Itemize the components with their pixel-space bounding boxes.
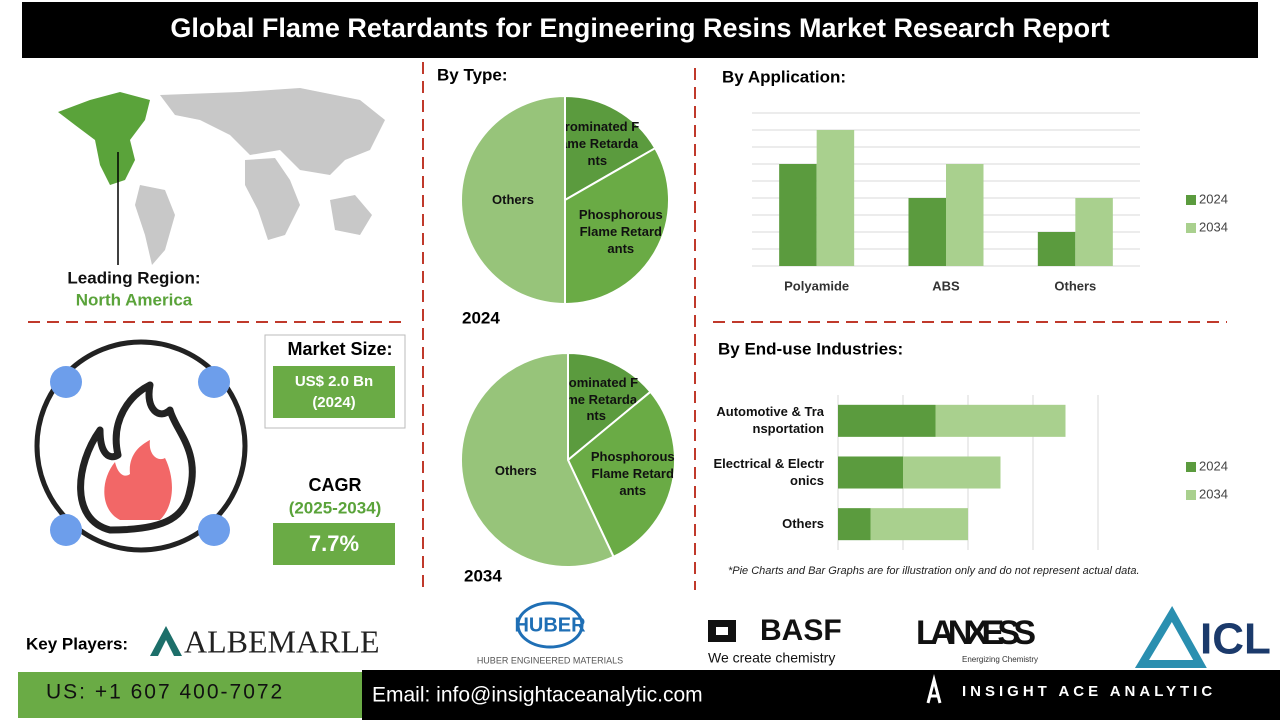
huber-logo: HUBER	[514, 614, 586, 636]
icl-logo: ICL	[1200, 615, 1271, 664]
pie-year: 2024	[462, 308, 500, 327]
cagr-value: 7.7%	[309, 531, 359, 556]
market-size-label: Market Size:	[287, 339, 392, 359]
chart-title: By End-use Industries:	[718, 339, 903, 358]
pie-label: Others	[492, 191, 534, 207]
pie-year: 2034	[464, 566, 502, 585]
market-size-value: US$ 2.0 Bn	[295, 373, 373, 390]
pie-label-box: Others	[492, 191, 534, 207]
legend-label: 2034	[1199, 219, 1228, 234]
key-players-label: Key Players:	[26, 634, 128, 653]
phone: US: +1 607 400-7072	[46, 681, 284, 704]
cagr-label: CAGR	[309, 475, 362, 495]
pie-label: Brominated Flame Retardants	[554, 374, 639, 424]
bar	[946, 164, 984, 266]
y-tick-label-box: Electrical & Electronics	[713, 455, 824, 488]
footer-bar	[362, 670, 1280, 720]
pie-label-box: Phosphorous Flame Retardants	[590, 449, 675, 498]
legend-label: 2024	[1199, 458, 1228, 473]
page-title: Global Flame Retardants for Engineering …	[170, 13, 1109, 43]
world-map	[135, 88, 385, 265]
brand: INSIGHT ACE ANALYTIC	[962, 683, 1216, 700]
legend-swatch	[1186, 490, 1196, 500]
header-bar	[22, 2, 1258, 58]
bar	[838, 404, 936, 437]
chart-title: By Application:	[722, 67, 846, 86]
pie-slice	[564, 146, 670, 306]
pie-label: Phosphorous Flame Retardants	[590, 449, 675, 498]
pie-label-box: Brominated Flame Retardants	[555, 118, 640, 168]
pie-label-box: Others	[494, 463, 537, 479]
y-tick-label: Electrical & Electronics	[713, 455, 824, 488]
lanxess-sub: Energizing Chemistry	[962, 655, 1038, 664]
lanxess-logo: LANXESS	[916, 614, 1036, 652]
bar	[1037, 232, 1076, 266]
legend-swatch	[1186, 223, 1196, 233]
y-tick-label-box: Others	[782, 515, 824, 531]
north-america	[58, 92, 150, 185]
bar	[838, 456, 903, 489]
legend-swatch	[1186, 462, 1196, 472]
bar	[935, 404, 1066, 437]
pie-label-box: Phosphorous Flame Retardants	[578, 206, 663, 256]
huber-sub: HUBER ENGINEERED MATERIALS	[477, 655, 623, 665]
x-tick-label: Others	[1054, 278, 1096, 293]
pie-label-box: Brominated Flame Retardants	[554, 374, 639, 424]
cagr-value-box	[273, 523, 395, 565]
market-size-value-box	[273, 366, 395, 418]
pie-slice	[564, 94, 657, 202]
bar	[870, 508, 968, 541]
fire-icon	[34, 339, 248, 553]
bar	[838, 508, 871, 541]
y-tick-label: Automotive & Transportation	[716, 403, 824, 436]
region-value: North America	[76, 290, 193, 309]
albemarle-mark	[150, 626, 182, 656]
x-tick-label: ABS	[932, 278, 960, 293]
pie-slice	[567, 351, 652, 463]
basf-sub: We create chemistry	[708, 650, 835, 666]
legend-swatch	[1186, 195, 1196, 205]
market-size-year: (2024)	[312, 394, 355, 411]
y-tick-label-box: Automotive & Transportation	[716, 403, 824, 436]
note: *Pie Charts and Bar Graphs are for illus…	[728, 565, 1140, 577]
bar	[903, 456, 1001, 489]
chart-title: By Type:	[437, 65, 508, 84]
x-tick-label: Polyamide	[784, 278, 849, 293]
pie-label: Brominated Flame Retardants	[555, 118, 640, 168]
legend-label: 2034	[1199, 486, 1228, 501]
basf-logo: BASF	[760, 614, 842, 647]
bar	[1075, 198, 1113, 266]
pie-label: Others	[494, 463, 537, 479]
dividers	[28, 62, 1227, 590]
brand-mark	[926, 674, 942, 704]
bar	[779, 164, 817, 266]
icl-mark	[1134, 606, 1207, 668]
albemarle-logo: ALBEMARLE	[184, 623, 380, 659]
pie-slice	[460, 351, 615, 568]
pie-label: Phosphorous Flame Retardants	[578, 206, 663, 256]
region-label: Leading Region:	[67, 268, 200, 287]
cagr-period: (2025-2034)	[289, 498, 382, 517]
bar	[908, 198, 946, 266]
basf-mark-inner	[716, 627, 728, 635]
pie-slice	[460, 94, 566, 306]
email: Email: info@insightaceanalytic.com	[372, 684, 703, 707]
legend-label: 2024	[1199, 191, 1228, 206]
bar	[816, 130, 855, 266]
phone-box	[18, 672, 362, 718]
y-tick-label: Others	[782, 515, 824, 531]
huber-ring	[516, 601, 584, 649]
